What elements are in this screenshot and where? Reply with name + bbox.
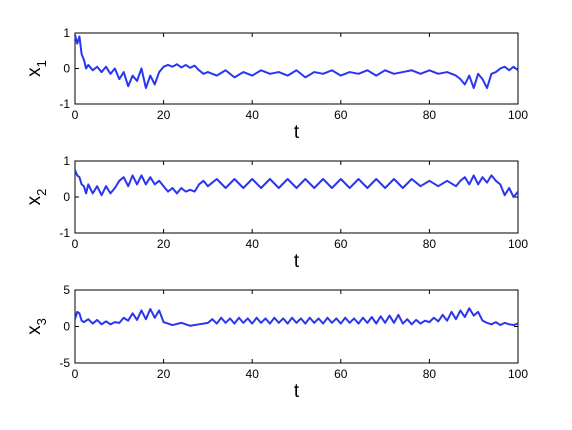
chart-2-xtick-label: 20: [157, 237, 171, 251]
chart-2-ytick-label: -1: [59, 226, 70, 240]
chart-1-xtick-label: 80: [423, 108, 437, 122]
chart-2-ytick-label: 1: [63, 154, 70, 168]
chart-1-xtick-label: 20: [157, 108, 171, 122]
chart-3-ytick-label: 0: [63, 320, 70, 334]
chart-3-ytick-label: -5: [59, 356, 70, 370]
chart-1-xtick-label: 60: [334, 108, 348, 122]
chart-3-xlabel: t: [294, 381, 300, 402]
chart-2-ytick-label: 0: [63, 190, 70, 204]
chart-1-ytick-label: 0: [63, 62, 70, 76]
chart-3-xtick-label: 20: [157, 367, 171, 381]
chart-2-xtick-label: 80: [423, 237, 437, 251]
chart-1-ylabel-var: x: [24, 67, 45, 77]
chart-2-xtick-label: 60: [334, 237, 348, 251]
chart-1-xtick-label: 40: [246, 108, 260, 122]
chart-2-xlabel: t: [294, 251, 300, 272]
chart-2-ylabel: x2: [24, 189, 49, 206]
chart-2-xtick-label: 40: [246, 237, 260, 251]
chart-1-xtick-label: 100: [508, 108, 528, 122]
chart-1-ytick-label: -1: [59, 97, 70, 111]
chart-1-xtick-label: 0: [72, 108, 79, 122]
chart-3-xtick-label: 60: [334, 367, 348, 381]
chart-3-axes-box: [74, 289, 519, 364]
chart-2-xtick-label: 100: [508, 237, 528, 251]
chart-1-ylabel-subscript: 1: [34, 60, 49, 67]
chart-2-series-line: [74, 169, 519, 198]
chart-3-xtick-label: 100: [508, 367, 528, 381]
chart-3-ylabel-subscript: 3: [34, 318, 49, 325]
chart-1-xlabel: t: [294, 122, 300, 143]
chart-1-series-line: [74, 34, 519, 90]
chart-3-series-line: [74, 307, 519, 327]
chart-3-xtick-label: 0: [72, 367, 79, 381]
chart-1-ylabel: x1: [24, 60, 49, 77]
chart-2-ylabel-var: x: [24, 195, 45, 205]
chart-3-xtick-label: 80: [423, 367, 437, 381]
chart-3-ytick-label: 5: [63, 283, 70, 297]
chart-3-xtick-label: 40: [246, 367, 260, 381]
chart-2-xtick-label: 0: [72, 237, 79, 251]
chart-3-ylabel: x3: [24, 318, 49, 335]
chart-1-ytick-label: 1: [63, 26, 70, 40]
chart-3-ylabel-var: x: [24, 325, 45, 335]
chart-2-axes-box: [74, 160, 519, 234]
chart-2-ylabel-subscript: 2: [34, 189, 49, 196]
